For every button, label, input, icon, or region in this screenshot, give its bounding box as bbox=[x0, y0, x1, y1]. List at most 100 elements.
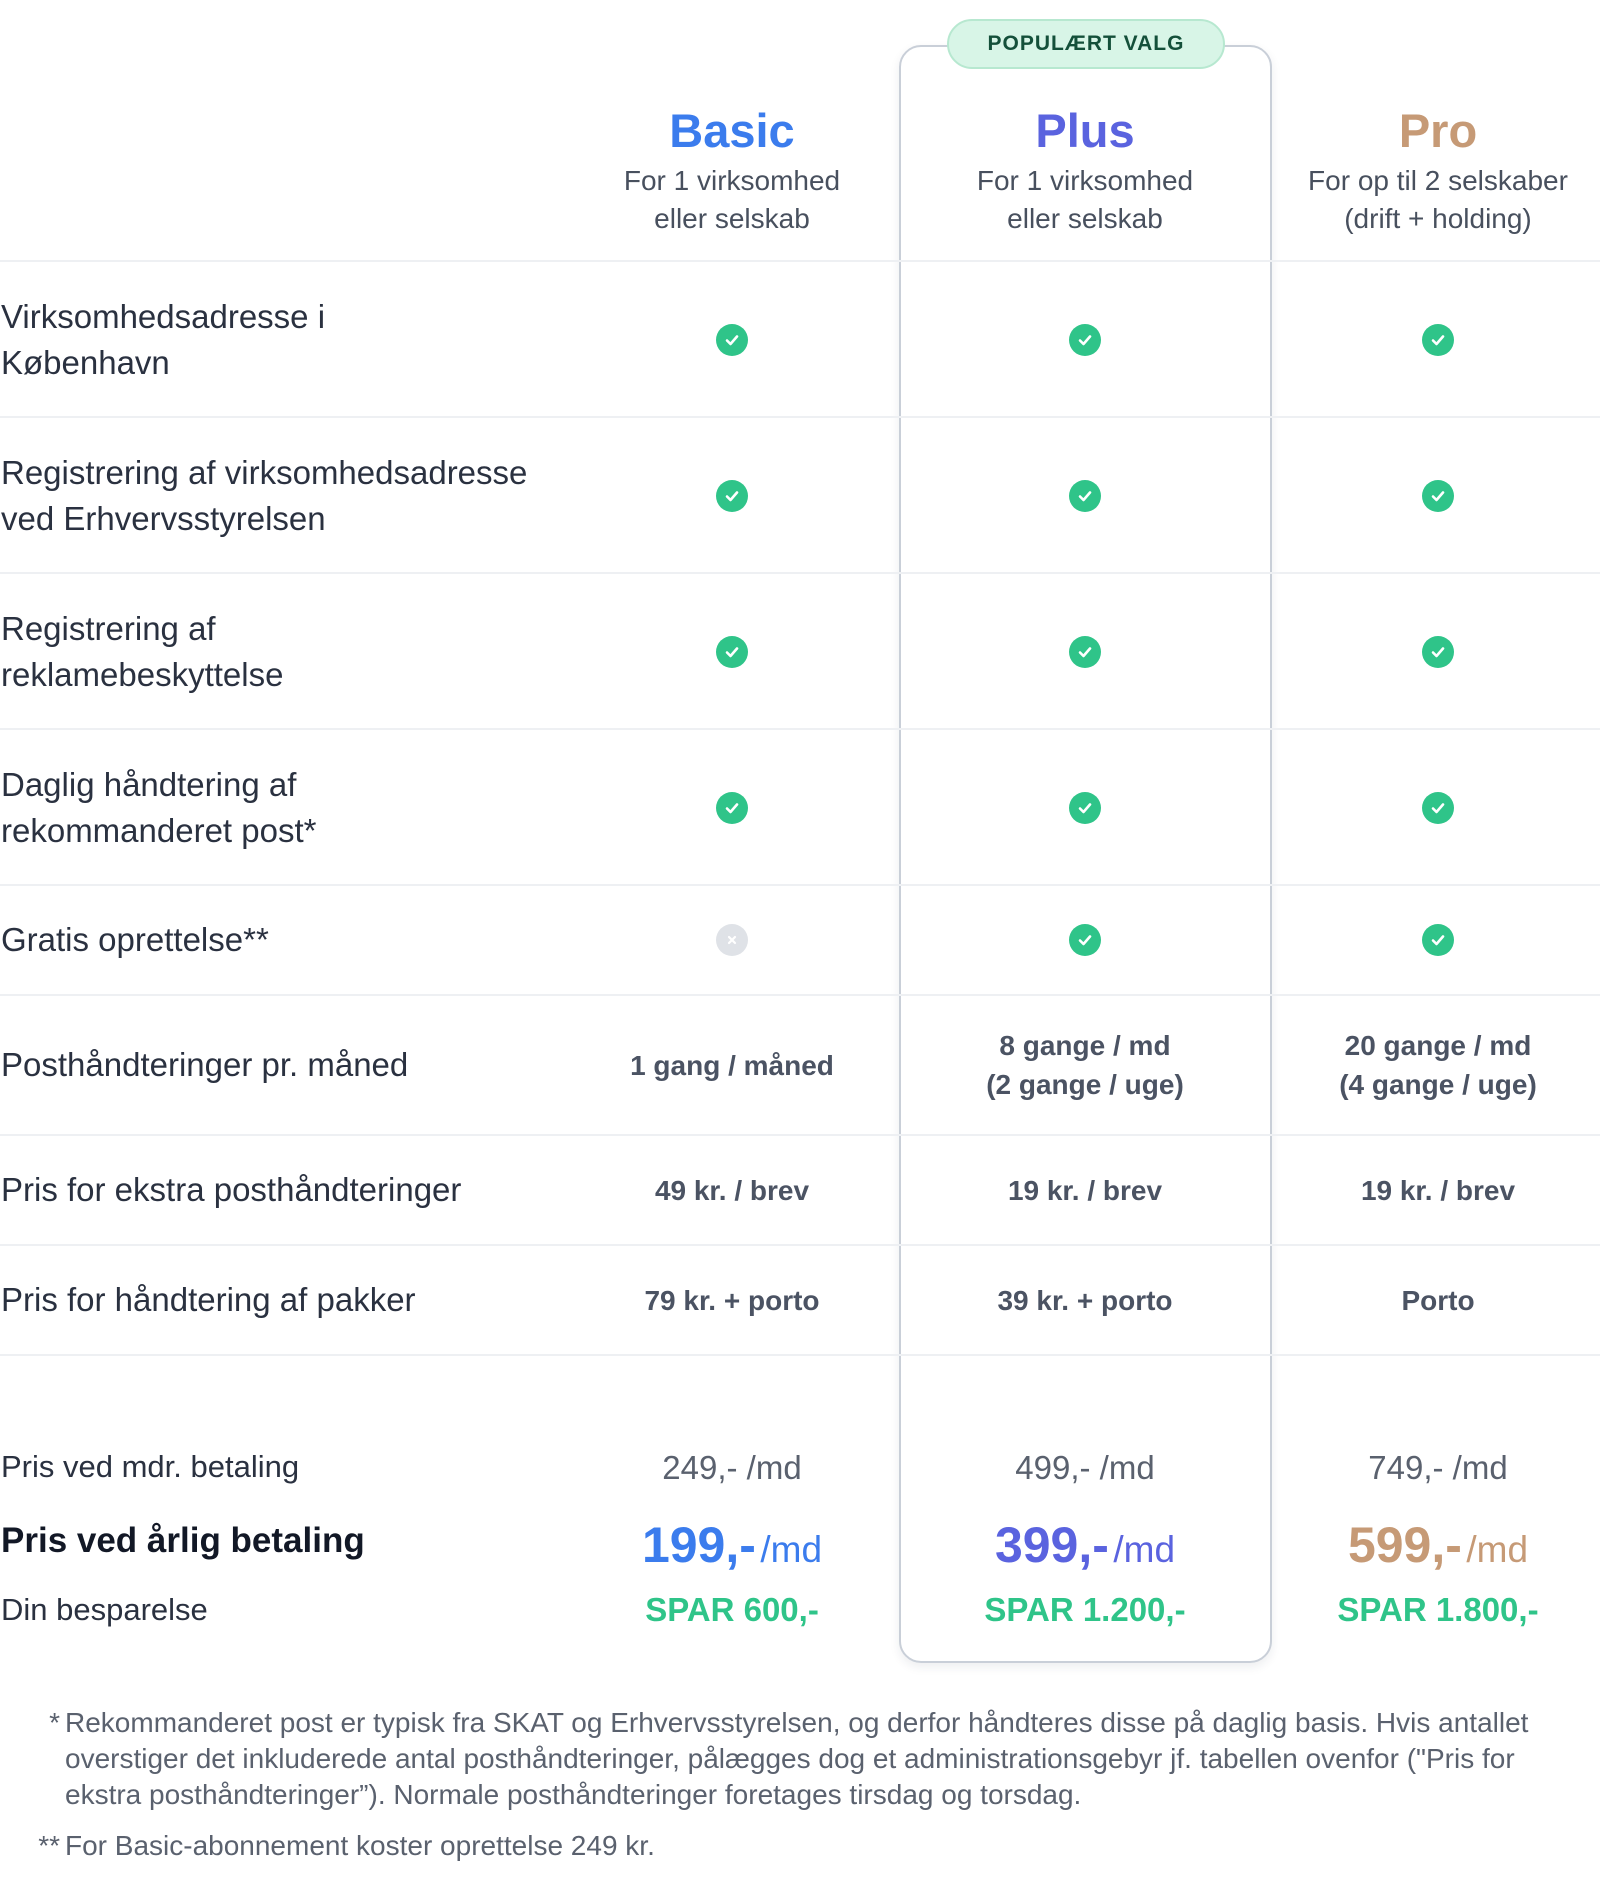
row-divider bbox=[0, 416, 1600, 418]
value-cell-basic: 1 gang / måned bbox=[552, 996, 912, 1134]
feature-cell-plus bbox=[905, 262, 1265, 418]
footnote-mark: ** bbox=[38, 1830, 60, 1861]
value-text: 1 gang / måned bbox=[630, 1046, 834, 1085]
plan-header-pro: Pro For op til 2 selskaber (drift + holdin… bbox=[1258, 100, 1600, 238]
cross-icon bbox=[716, 924, 748, 956]
feature-label-line2: rekommanderet post* bbox=[1, 812, 317, 849]
feature-cell-pro bbox=[1258, 574, 1600, 730]
feature-label-text: Gratis oprettelse** bbox=[1, 917, 269, 963]
value-cell-plus: 19 kr. / brev bbox=[905, 1136, 1265, 1244]
feature-label-text: Daglig håndtering af rekommanderet post* bbox=[1, 762, 316, 854]
feature-cell-basic bbox=[552, 262, 912, 418]
footnote: ** For Basic-abonnement koster oprettelse… bbox=[0, 1828, 1560, 1868]
value-cell-plus: 8 gange / md (2 gange / uge) bbox=[905, 996, 1265, 1134]
row-divider bbox=[0, 1244, 1600, 1246]
feature-label: Registrering af reklamebeskyttelse bbox=[1, 574, 561, 730]
value-line1: 39 kr. + porto bbox=[997, 1284, 1173, 1316]
value-text: 8 gange / md (2 gange / uge) bbox=[986, 1026, 1184, 1104]
saving-pro: SPAR 1.800,- bbox=[1337, 1591, 1539, 1628]
plan-subtitle-line2: eller selskab bbox=[1007, 203, 1163, 234]
yearly-price-amount: 399,- bbox=[994, 1517, 1109, 1573]
monthly-price-plus: 499,- /md bbox=[1015, 1449, 1155, 1486]
feature-cell-plus bbox=[905, 886, 1265, 994]
value-line1: 49 kr. / brev bbox=[654, 1174, 810, 1206]
value-row-label-text: Pris for ekstra posthåndteringer bbox=[1, 1171, 462, 1208]
plan-subtitle-line1: For 1 virksomhed bbox=[976, 165, 1194, 196]
check-icon bbox=[1069, 636, 1101, 668]
monthly-price-basic: 249,- /md bbox=[662, 1449, 802, 1486]
value-cell-basic: 79 kr. + porto bbox=[552, 1246, 912, 1354]
value-line2: (2 gange / uge) bbox=[986, 1069, 1184, 1100]
check-icon bbox=[1069, 480, 1101, 512]
footnote-mark: * bbox=[49, 1707, 60, 1738]
monthly-price-label: Pris ved mdr. betaling bbox=[1, 1449, 300, 1484]
feature-cell-pro bbox=[1258, 418, 1600, 574]
feature-label-text: Registrering af virksomhedsadresse ved Er… bbox=[1, 450, 527, 542]
value-cell-pro: 19 kr. / brev bbox=[1258, 1136, 1600, 1244]
row-divider bbox=[0, 260, 1600, 262]
yearly-price-amount: 599,- bbox=[1347, 1517, 1462, 1573]
yearly-price-label: Pris ved årlig betaling bbox=[1, 1521, 365, 1560]
value-text: Porto bbox=[1401, 1281, 1474, 1320]
value-cell-basic: 49 kr. / brev bbox=[552, 1136, 912, 1244]
value-row-label-text: Posthåndteringer pr. måned bbox=[1, 1046, 409, 1083]
feature-label: Gratis oprettelse** bbox=[1, 886, 561, 994]
check-icon bbox=[1069, 324, 1101, 356]
feature-cell-basic bbox=[552, 730, 912, 886]
row-divider bbox=[0, 728, 1600, 730]
feature-cell-pro bbox=[1258, 262, 1600, 418]
yearly-price-unit: /md bbox=[1113, 1529, 1176, 1570]
value-row-label: Pris for håndtering af pakker bbox=[1, 1246, 561, 1354]
feature-label-line2: ved Erhvervsstyrelsen bbox=[1, 500, 326, 537]
check-icon bbox=[716, 480, 748, 512]
feature-cell-plus bbox=[905, 574, 1265, 730]
saving-plus: SPAR 1.200,- bbox=[984, 1591, 1186, 1628]
check-icon bbox=[1069, 792, 1101, 824]
value-line1: 19 kr. / brev bbox=[1007, 1174, 1163, 1206]
plan-subtitle-line2: eller selskab bbox=[654, 203, 810, 234]
check-icon bbox=[1422, 792, 1454, 824]
row-divider bbox=[0, 884, 1600, 886]
value-line1: 20 gange / md bbox=[1344, 1030, 1532, 1061]
yearly-price-amount: 199,- bbox=[641, 1517, 756, 1573]
row-divider bbox=[0, 572, 1600, 574]
value-line1: Porto bbox=[1401, 1284, 1475, 1316]
value-text: 79 kr. + porto bbox=[644, 1281, 819, 1320]
row-divider bbox=[0, 1134, 1600, 1136]
feature-label-line1: Gratis oprettelse** bbox=[1, 921, 269, 958]
plan-header-basic: Basic For 1 virksomhed eller selskab bbox=[552, 100, 912, 238]
feature-cell-plus bbox=[905, 418, 1265, 574]
feature-label-text: Virksomhedsadresse i København bbox=[1, 294, 325, 386]
yearly-price-wrap: 599,- /md bbox=[1348, 1516, 1528, 1574]
plan-name-plus: Plus bbox=[1035, 104, 1135, 157]
plan-subtitle-line1: For 1 virksomhed bbox=[623, 165, 841, 196]
value-text: 19 kr. / brev bbox=[1361, 1171, 1515, 1210]
value-text: 19 kr. / brev bbox=[1008, 1171, 1162, 1210]
footnote: * Rekommanderet post er typisk fra SKAT o… bbox=[0, 1705, 1560, 1817]
feature-label-text: Registrering af reklamebeskyttelse bbox=[1, 606, 283, 698]
yearly-price-plus: 399,- /md bbox=[905, 1510, 1265, 1580]
feature-cell-basic bbox=[552, 574, 912, 730]
footnote-text: Rekommanderet post er typisk fra SKAT og… bbox=[65, 1707, 1529, 1810]
value-line1: 79 kr. + porto bbox=[644, 1284, 820, 1316]
feature-label: Virksomhedsadresse i København bbox=[1, 262, 561, 418]
plan-subtitle-line2: (drift + holding) bbox=[1344, 203, 1532, 234]
feature-label-line1: Registrering af bbox=[1, 610, 216, 647]
feature-cell-basic bbox=[552, 418, 912, 574]
check-icon bbox=[1422, 480, 1454, 512]
footnote-text: For Basic-abonnement koster oprettelse 2… bbox=[65, 1830, 655, 1861]
yearly-price-pro: 599,- /md bbox=[1258, 1510, 1600, 1580]
value-line1: 19 kr. / brev bbox=[1360, 1174, 1516, 1206]
yearly-price-wrap: 199,- /md bbox=[642, 1516, 822, 1574]
check-icon bbox=[716, 636, 748, 668]
value-cell-pro: 20 gange / md (4 gange / uge) bbox=[1258, 996, 1600, 1134]
value-text: 20 gange / md (4 gange / uge) bbox=[1339, 1026, 1537, 1104]
feature-cell-pro bbox=[1258, 886, 1600, 994]
saving-basic: SPAR 600,- bbox=[645, 1591, 819, 1628]
value-cell-pro: Porto bbox=[1258, 1246, 1600, 1354]
value-row-label: Pris for ekstra posthåndteringer bbox=[1, 1136, 561, 1244]
feature-label-line1: Registrering af virksomhedsadresse bbox=[1, 454, 528, 491]
feature-cell-pro bbox=[1258, 730, 1600, 886]
feature-label: Registrering af virksomhedsadresse ved Er… bbox=[1, 418, 561, 574]
